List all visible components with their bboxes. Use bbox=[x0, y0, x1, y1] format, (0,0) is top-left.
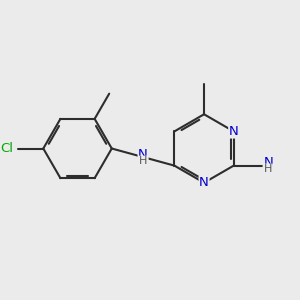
Text: N: N bbox=[138, 148, 148, 160]
Text: N: N bbox=[199, 176, 209, 189]
Text: N: N bbox=[263, 156, 273, 169]
Text: N: N bbox=[229, 125, 238, 138]
Text: Cl: Cl bbox=[1, 142, 14, 155]
Text: H: H bbox=[139, 156, 147, 166]
Text: H: H bbox=[264, 164, 272, 174]
